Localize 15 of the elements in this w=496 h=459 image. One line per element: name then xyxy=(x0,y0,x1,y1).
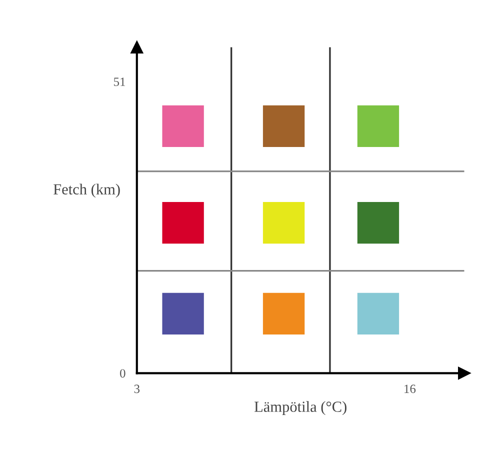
point xyxy=(357,105,400,148)
point xyxy=(262,105,305,148)
y-axis-title: Fetch (km) xyxy=(54,184,120,198)
x-axis-title: Lämpötila (°C) xyxy=(254,401,346,416)
point xyxy=(357,292,400,335)
x-tick-label: 16 xyxy=(404,384,416,394)
point xyxy=(162,202,204,244)
x-tick-label: 3 xyxy=(134,384,140,394)
y-tick-label: 0 xyxy=(120,369,126,378)
point xyxy=(162,105,204,148)
point xyxy=(262,292,305,335)
y-tick-label: 51 xyxy=(114,78,126,86)
point xyxy=(262,202,305,244)
point xyxy=(357,202,400,244)
point xyxy=(162,292,204,335)
